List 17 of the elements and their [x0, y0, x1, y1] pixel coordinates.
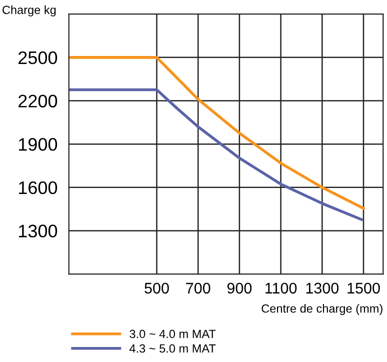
- x-axis-title: Centre de charge (mm): [262, 304, 382, 316]
- y-tick-label: 1600: [18, 181, 58, 194]
- y-tick-label: 1900: [18, 138, 58, 151]
- line-series: [68, 56, 365, 210]
- x-tick-label: 900: [227, 282, 252, 294]
- legend-label: 4.3 ~ 5.0 m MAT: [129, 344, 216, 353]
- y-axis-title: Charge kg: [2, 5, 56, 16]
- line-series: [68, 88, 363, 221]
- x-tick-label: 500: [144, 282, 169, 294]
- x-tick-label: 700: [186, 282, 210, 294]
- x-tick-label: 1100: [266, 282, 297, 294]
- legend-label: 3.0 ~ 4.0 m MAT: [130, 330, 216, 338]
- x-tick-label: 1500: [348, 282, 380, 294]
- y-tick-label: 2500: [18, 51, 58, 64]
- y-tick-label: 1300: [18, 224, 58, 238]
- x-tick-label: 1300: [306, 282, 339, 294]
- y-tick-label: 2200: [18, 94, 58, 108]
